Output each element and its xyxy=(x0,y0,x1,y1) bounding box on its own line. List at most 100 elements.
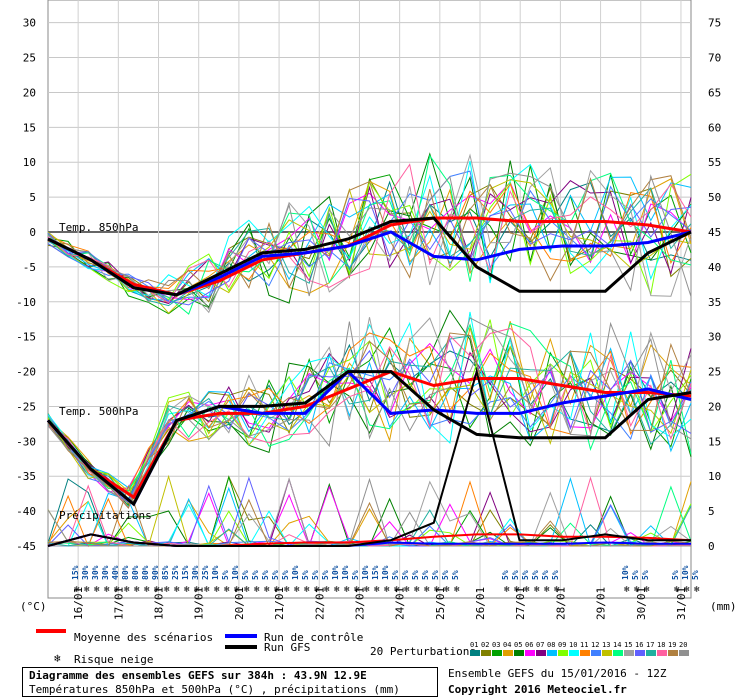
perturbation-line xyxy=(47,175,692,290)
perturbation-line xyxy=(47,165,692,315)
perturbation-number: 20 xyxy=(679,641,687,649)
snow-risk-flake: ❄ xyxy=(554,585,560,595)
x-date-tick: 31/01 xyxy=(675,587,688,620)
snow-risk-flake: ❄ xyxy=(104,585,110,595)
run-info-block: Ensemble GEFS du 15/01/2016 - 12Z Copyri… xyxy=(448,666,667,698)
grid xyxy=(47,0,692,599)
snow-risk-pct: 5% xyxy=(411,570,420,580)
snow-risk-flake: ❄ xyxy=(434,585,440,595)
perturbation-swatch xyxy=(657,650,667,656)
x-date-tick: 24/01 xyxy=(394,587,407,620)
snow-risk-pct: 80% xyxy=(131,565,140,580)
y-left-tick: -25 xyxy=(16,400,36,413)
series-t850 xyxy=(47,216,692,297)
snow-risk-pct: 5% xyxy=(241,570,250,580)
snow-risk-pct: 5% xyxy=(251,570,260,580)
snow-risk-flake: ❄ xyxy=(274,585,280,595)
y-left-tick: -30 xyxy=(16,435,36,448)
x-date-tick: 20/01 xyxy=(233,587,246,620)
snow-risk-flake: ❄ xyxy=(444,585,450,595)
perturbation-line xyxy=(47,327,692,509)
x-date-tick: 27/01 xyxy=(514,587,527,620)
y-left-tick: -45 xyxy=(16,540,36,553)
x-date-tick: 30/01 xyxy=(635,587,648,620)
snow-risk-flake: ❄ xyxy=(404,585,410,595)
y-left-tick: -15 xyxy=(16,331,36,344)
copyright: Copyright 2016 Meteociel.fr xyxy=(448,683,627,696)
x-date-tick: 28/01 xyxy=(554,587,567,620)
snow-risk-flake: ❄ xyxy=(684,585,690,595)
y-left-tick: 30 xyxy=(23,17,36,30)
snow-risk-pct: 5% xyxy=(311,570,320,580)
snow-risk-flake: ❄ xyxy=(194,585,200,595)
perturbation-swatches: 01 02 03 04 05 06 07 08 09 10 11 12 13 14 15 16 17 18 19 20 xyxy=(470,641,689,656)
snow-risk-pct: 5% xyxy=(511,570,520,580)
snow-risk-flake: ❄ xyxy=(314,585,320,595)
x-date-tick: 22/01 xyxy=(313,587,326,620)
perturbation-swatch xyxy=(503,650,513,656)
perturbation-number: 07 xyxy=(536,641,544,649)
x-date-tick: 18/01 xyxy=(153,587,166,620)
t500-label: Temp. 500hPa xyxy=(59,405,138,418)
x-date-tick: 25/01 xyxy=(434,587,447,620)
perturbation-line xyxy=(47,317,692,504)
snow-risk-pct: 30% xyxy=(91,565,100,580)
t850-label: Temp. 850hPa xyxy=(59,221,138,234)
x-date-tick: 16/01 xyxy=(72,587,85,620)
snow-risk-flake: ❄ xyxy=(154,585,160,595)
snow-risk-pct: 5% xyxy=(551,570,560,580)
snow-risk-pct: 10% xyxy=(381,565,390,580)
perturbation-swatch xyxy=(481,650,491,656)
snowflake-icon: ❄ xyxy=(54,652,61,665)
perturbation-swatch xyxy=(525,650,535,656)
y-right-tick: 40 xyxy=(708,261,721,274)
snow-risk-pct: 25% xyxy=(201,565,210,580)
perturbation-number: 19 xyxy=(668,641,676,649)
snow-risk-flake: ❄ xyxy=(114,585,120,595)
snow-risk-pct: 5% xyxy=(631,570,640,580)
snow-risk-pct: 5% xyxy=(441,570,450,580)
snow-risk-flake: ❄ xyxy=(214,585,220,595)
y-right-tick: 70 xyxy=(708,52,721,65)
snow-risk-pct: 5% xyxy=(431,570,440,580)
perturbation-swatch xyxy=(547,650,557,656)
snow-risk-flake: ❄ xyxy=(514,585,520,595)
perturbations-label: 20 Perturbations xyxy=(370,645,476,658)
perturbation-line xyxy=(47,335,692,500)
perturbation-line xyxy=(47,179,692,314)
snow-risk-flake: ❄ xyxy=(534,585,540,595)
y-right-tick: 5 xyxy=(708,505,715,518)
snow-risk-pct: 10% xyxy=(681,565,690,580)
snow-risk-flake: ❄ xyxy=(624,585,630,595)
info-subtitle: Températures 850hPa et 500hPa (°C) , pré… xyxy=(29,683,400,696)
snow-risk-pct: 5% xyxy=(271,570,280,580)
snow-risk-flake: ❄ xyxy=(124,585,130,595)
perturbation-swatch xyxy=(679,650,689,656)
y-right-tick: 35 xyxy=(708,296,721,309)
snow-risk-pct: 25% xyxy=(171,565,180,580)
series-t500 xyxy=(46,370,692,500)
snow-risk-pct: 5% xyxy=(501,570,510,580)
series-precip xyxy=(47,367,691,547)
legend-control-label: Run de contrôle xyxy=(264,631,363,644)
legend-gfs-label: Run GFS xyxy=(264,641,310,654)
perturbation-number: 10 xyxy=(569,641,577,649)
perturbation-line xyxy=(47,183,692,290)
y-left-tick: 5 xyxy=(29,191,36,204)
perturbation-number: 18 xyxy=(657,641,665,649)
y-right-tick: 75 xyxy=(708,17,721,30)
snow-risk-pct: 15% xyxy=(71,565,80,580)
perturbation-number: 02 xyxy=(481,641,489,649)
y-right-tick: 45 xyxy=(708,226,721,239)
x-date-tick: 19/01 xyxy=(193,587,206,620)
snow-risk-pct: 5% xyxy=(261,570,270,580)
snow-risk-flake: ❄ xyxy=(334,585,340,595)
y-left-tick: 25 xyxy=(23,52,36,65)
y-left-tick: 15 xyxy=(23,121,36,134)
y-right-tick: 50 xyxy=(708,191,721,204)
x-date-tick: 21/01 xyxy=(273,587,286,620)
perturbation-number: 06 xyxy=(525,641,533,649)
plot-frame xyxy=(47,0,692,599)
y-right-tick: 55 xyxy=(708,156,721,169)
